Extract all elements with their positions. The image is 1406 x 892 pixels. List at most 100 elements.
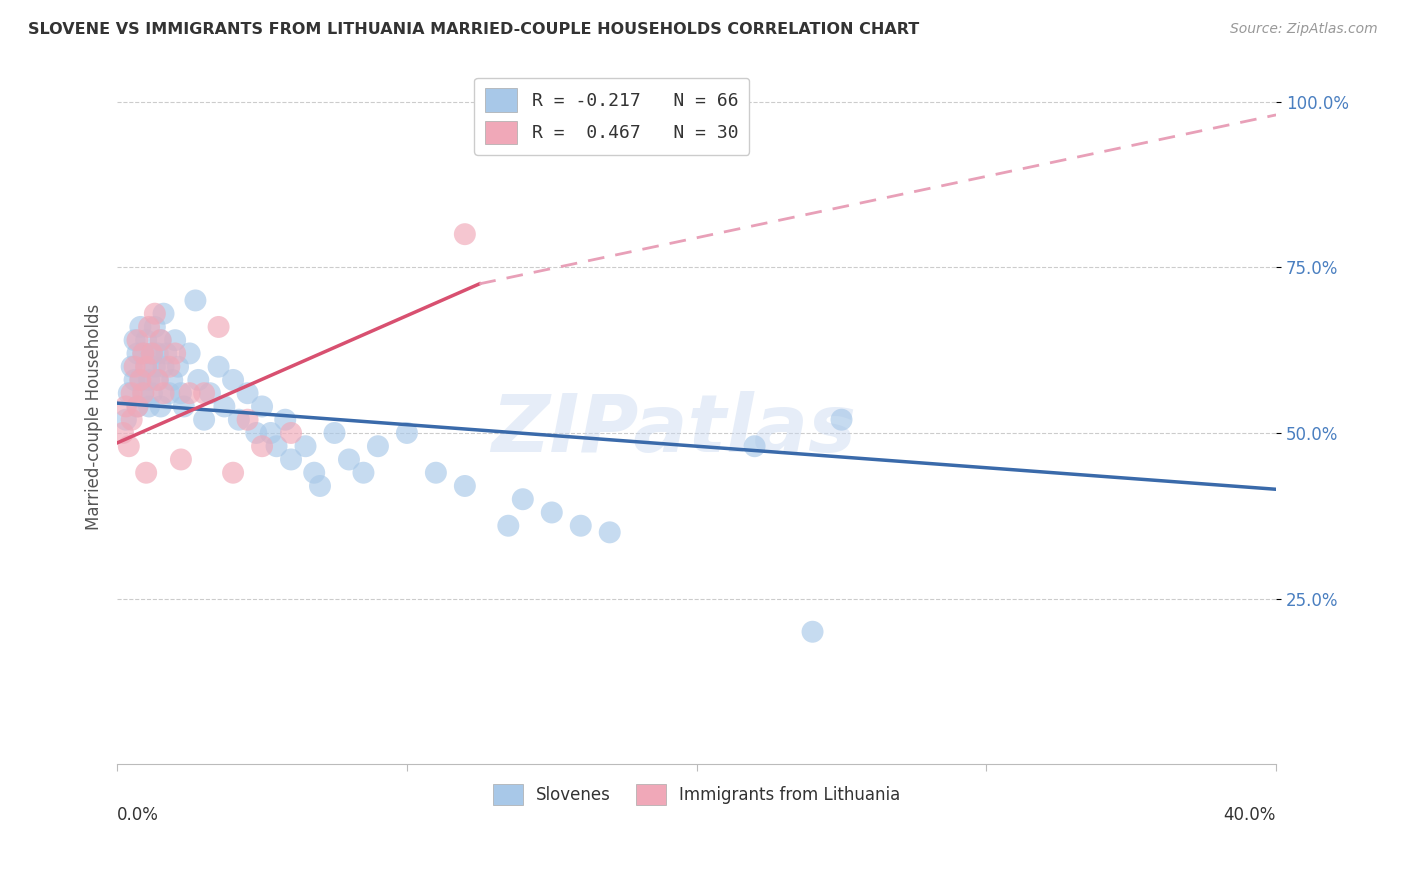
Point: [266, 439, 288, 453]
Point: [250, 400, 273, 414]
Point: [132, 386, 155, 401]
Point: [157, 359, 180, 374]
Point: [187, 373, 209, 387]
Point: [179, 346, 201, 360]
Point: [454, 479, 477, 493]
Point: [111, 425, 134, 440]
Point: [198, 386, 221, 401]
Point: [599, 525, 621, 540]
Point: [170, 452, 193, 467]
Point: [132, 346, 155, 360]
Point: [124, 333, 146, 347]
Point: [454, 227, 477, 242]
Point: [184, 293, 207, 308]
Point: [193, 413, 215, 427]
Point: [149, 333, 172, 347]
Point: [309, 479, 332, 493]
Point: [127, 346, 149, 360]
Point: [118, 386, 141, 401]
Point: [165, 333, 187, 347]
Point: [127, 400, 149, 414]
Point: [353, 466, 375, 480]
Point: [121, 359, 143, 374]
Point: [801, 624, 824, 639]
Point: [245, 425, 267, 440]
Point: [143, 320, 166, 334]
Point: [141, 346, 163, 360]
Point: [121, 413, 143, 427]
Point: [540, 506, 562, 520]
Point: [135, 333, 157, 347]
Point: [149, 333, 172, 347]
Point: [498, 518, 520, 533]
Point: [280, 452, 302, 467]
Point: [222, 466, 245, 480]
Point: [143, 359, 166, 374]
Point: [831, 413, 853, 427]
Y-axis label: Married-couple Households: Married-couple Households: [86, 303, 103, 530]
Point: [146, 373, 169, 387]
Point: [179, 386, 201, 401]
Point: [146, 346, 169, 360]
Point: [152, 307, 174, 321]
Text: Source: ZipAtlas.com: Source: ZipAtlas.com: [1230, 22, 1378, 37]
Point: [337, 452, 360, 467]
Point: [260, 425, 283, 440]
Point: [115, 400, 138, 414]
Text: SLOVENE VS IMMIGRANTS FROM LITHUANIA MARRIED-COUPLE HOUSEHOLDS CORRELATION CHART: SLOVENE VS IMMIGRANTS FROM LITHUANIA MAR…: [28, 22, 920, 37]
Point: [124, 359, 146, 374]
Point: [214, 400, 236, 414]
Point: [129, 373, 152, 387]
Point: [744, 439, 766, 453]
Point: [149, 400, 172, 414]
Point: [157, 386, 180, 401]
Point: [207, 359, 229, 374]
Point: [222, 373, 245, 387]
Point: [193, 386, 215, 401]
Point: [118, 439, 141, 453]
Point: [569, 518, 592, 533]
Point: [280, 425, 302, 440]
Text: ZIPatlas: ZIPatlas: [491, 392, 856, 469]
Point: [155, 346, 177, 360]
Point: [129, 320, 152, 334]
Legend: Slovenes, Immigrants from Lithuania: Slovenes, Immigrants from Lithuania: [486, 777, 907, 812]
Point: [294, 439, 316, 453]
Point: [127, 333, 149, 347]
Point: [135, 359, 157, 374]
Point: [138, 373, 160, 387]
Point: [121, 386, 143, 401]
Point: [132, 386, 155, 401]
Point: [115, 413, 138, 427]
Point: [141, 386, 163, 401]
Point: [152, 386, 174, 401]
Point: [367, 439, 389, 453]
Point: [250, 439, 273, 453]
Point: [129, 373, 152, 387]
Text: 40.0%: 40.0%: [1223, 806, 1277, 824]
Point: [135, 359, 157, 374]
Point: [236, 386, 259, 401]
Point: [127, 400, 149, 414]
Point: [173, 400, 195, 414]
Point: [162, 373, 184, 387]
Point: [143, 307, 166, 321]
Point: [228, 413, 250, 427]
Text: 0.0%: 0.0%: [117, 806, 159, 824]
Point: [124, 373, 146, 387]
Point: [274, 413, 297, 427]
Point: [236, 413, 259, 427]
Point: [425, 466, 447, 480]
Point: [152, 359, 174, 374]
Point: [132, 346, 155, 360]
Point: [138, 320, 160, 334]
Point: [512, 492, 534, 507]
Point: [135, 466, 157, 480]
Point: [165, 346, 187, 360]
Point: [167, 359, 190, 374]
Point: [146, 373, 169, 387]
Point: [207, 320, 229, 334]
Point: [170, 386, 193, 401]
Point: [302, 466, 325, 480]
Point: [323, 425, 346, 440]
